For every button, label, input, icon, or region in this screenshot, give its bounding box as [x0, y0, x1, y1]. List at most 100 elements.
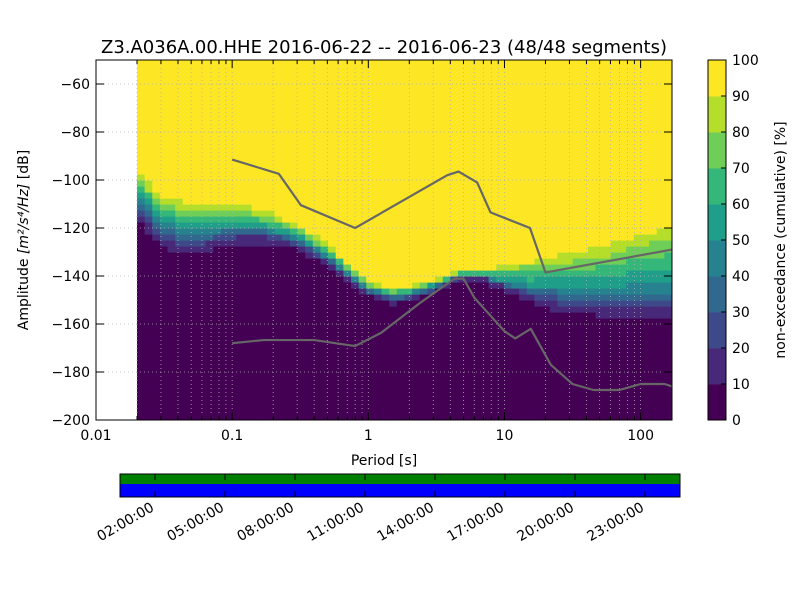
heatmap-cell [595, 192, 604, 199]
heatmap-cell [320, 360, 329, 367]
heatmap-cell [404, 162, 413, 169]
heatmap-cell [450, 60, 459, 67]
heatmap-cell [228, 162, 237, 169]
heatmap-cell [221, 186, 230, 193]
heatmap-cell [389, 384, 398, 391]
heatmap-cell [251, 408, 260, 415]
heatmap-cell [335, 348, 344, 355]
heatmap-cell [198, 222, 207, 229]
heatmap-cell [664, 186, 672, 193]
heatmap-cell [526, 84, 536, 91]
heatmap-cell [419, 372, 429, 379]
heatmap-cell [373, 402, 383, 409]
heatmap-cell [366, 228, 375, 235]
heatmap-cell [519, 192, 528, 199]
heatmap-cell [159, 60, 169, 67]
heatmap-cell [519, 366, 528, 373]
heatmap-cell [480, 234, 490, 241]
heatmap-cell [633, 306, 643, 313]
heatmap-cell [419, 348, 429, 355]
heatmap-cell [534, 84, 543, 91]
heatmap-cell [152, 336, 161, 343]
heatmap-cell [221, 378, 230, 385]
heatmap-cell [205, 222, 215, 229]
heatmap-cell [450, 222, 459, 229]
heatmap-cell [610, 282, 620, 289]
heatmap-cell [565, 366, 574, 373]
heatmap-cell [373, 216, 383, 223]
heatmap-cell [228, 228, 237, 235]
heatmap-cell [480, 354, 490, 361]
heatmap-cell [542, 204, 551, 211]
heatmap-cell [282, 84, 291, 91]
heatmap-cell [618, 396, 627, 403]
heatmap-cell [427, 366, 436, 373]
heatmap-cell [503, 108, 513, 115]
heatmap-cell [152, 156, 161, 163]
heatmap-cell [205, 390, 215, 397]
heatmap-cell [259, 102, 268, 109]
heatmap-cell [580, 192, 589, 199]
heatmap-cell [136, 312, 146, 319]
heatmap-cell [633, 156, 643, 163]
heatmap-cell [450, 258, 459, 265]
heatmap-cell [427, 354, 436, 361]
heatmap-cell [159, 78, 169, 85]
heatmap-cell [656, 408, 665, 415]
heatmap-cell [136, 300, 146, 307]
heatmap-cell [335, 192, 344, 199]
colorbar-tick-label: 50 [732, 233, 750, 249]
heatmap-cell [144, 288, 153, 295]
heatmap-cell [167, 216, 176, 223]
heatmap-cell [542, 162, 551, 169]
heatmap-cell [442, 138, 451, 145]
heatmap-cell [350, 132, 360, 139]
heatmap-cell [366, 96, 375, 103]
heatmap-cell [450, 252, 459, 259]
heatmap-cell [312, 102, 322, 109]
heatmap-cell [610, 306, 620, 313]
heatmap-cell [419, 396, 429, 403]
heatmap-cell [266, 144, 276, 151]
heatmap-cell [198, 108, 207, 115]
heatmap-cell [442, 306, 451, 313]
heatmap-cell [243, 138, 253, 145]
heatmap-cell [511, 312, 520, 319]
heatmap-cell [412, 252, 421, 259]
heatmap-cell [221, 210, 230, 217]
heatmap-cell [305, 366, 314, 373]
heatmap-cell [473, 390, 482, 397]
heatmap-cell [136, 222, 146, 229]
heatmap-cell [419, 60, 429, 67]
heatmap-cell [228, 378, 237, 385]
heatmap-cell [205, 258, 215, 265]
heatmap-cell [396, 330, 406, 337]
heatmap-cell [435, 96, 444, 103]
heatmap-cell [664, 306, 672, 313]
heatmap-cell [373, 312, 383, 319]
heatmap-cell [488, 408, 497, 415]
heatmap-cell [580, 372, 589, 379]
heatmap-cell [496, 402, 505, 409]
heatmap-cell [565, 234, 574, 241]
heatmap-cell [198, 156, 207, 163]
heatmap-cell [610, 378, 620, 385]
heatmap-cell [511, 114, 520, 121]
heatmap-cell [626, 108, 635, 115]
heatmap-cell [435, 132, 444, 139]
heatmap-cell [465, 282, 474, 289]
heatmap-cell [427, 276, 436, 283]
heatmap-cell [603, 126, 612, 133]
heatmap-cell [412, 282, 421, 289]
heatmap-cell [236, 228, 245, 235]
heatmap-cell [442, 246, 451, 253]
heatmap-cell [320, 210, 329, 217]
heatmap-cell [152, 342, 161, 349]
heatmap-cell [488, 336, 497, 343]
heatmap-cell [213, 378, 222, 385]
heatmap-cell [633, 402, 643, 409]
heatmap-cell [251, 384, 260, 391]
heatmap-cell [404, 360, 413, 367]
heatmap-cell [358, 276, 367, 283]
heatmap-cell [435, 84, 444, 91]
